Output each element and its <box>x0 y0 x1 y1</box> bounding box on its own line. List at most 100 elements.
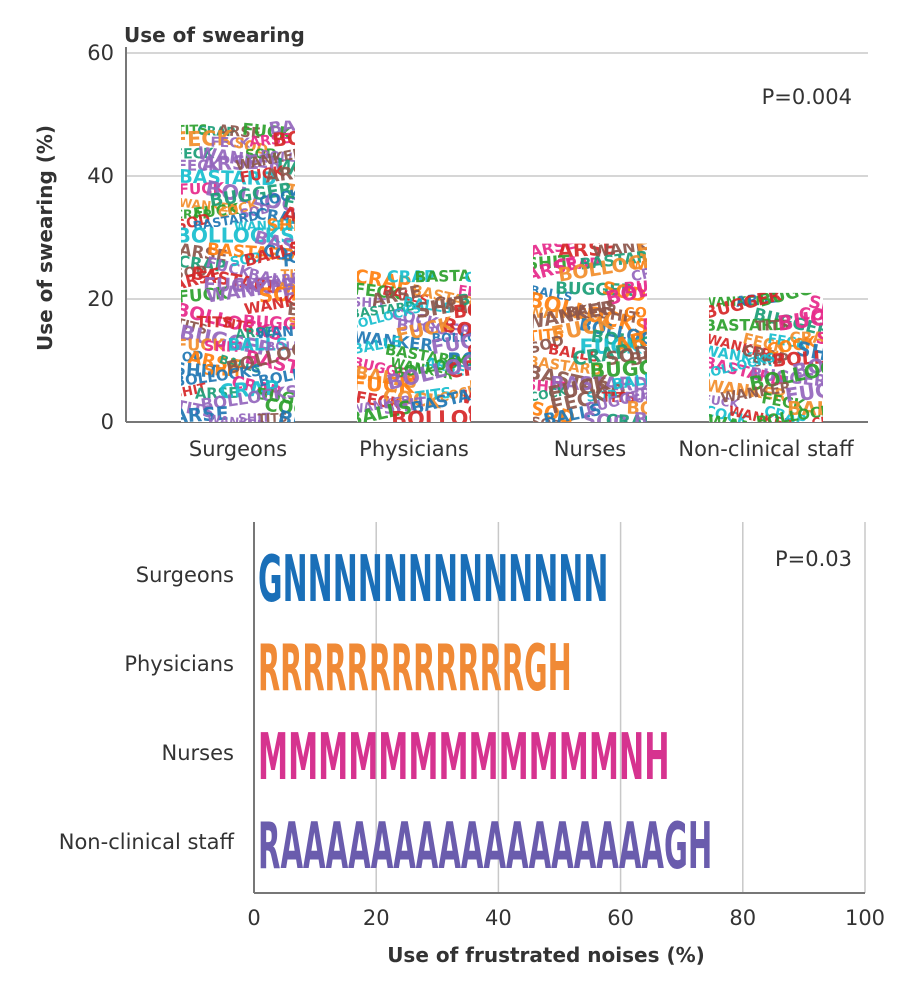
y-tick-label: Nurses <box>162 741 234 765</box>
bar-scribble-word: WANKER <box>460 386 552 422</box>
bar-scribble-word: FECK <box>282 249 332 271</box>
bar-scribble-word: SHIT <box>352 295 387 311</box>
bar-scribble-word: ARSE <box>249 131 292 151</box>
bar-scribble-word: FECK <box>210 135 251 152</box>
bar-scribble-word: FUCK <box>702 392 741 411</box>
bar-scribble-word: WANKER <box>528 306 599 323</box>
bar-scribble-word: BALLS <box>529 283 574 305</box>
x-tick-label: 20 <box>363 906 390 930</box>
bar-scribble-word: SOD <box>258 281 307 308</box>
bar-scribble-word: FUCK <box>203 275 261 298</box>
bar-nurses-noise: MMMMMMMMMMMMNH <box>258 721 670 795</box>
y-tick-label: 20 <box>87 287 114 311</box>
bar-scribble-word: COCK <box>798 304 851 327</box>
x-tick-label: Non-clinical staff <box>678 437 854 461</box>
bar-scribble-word: TITS <box>601 390 635 407</box>
bar-scribble-word: BASTARD <box>286 300 380 330</box>
bar-scribble-word: FUCK <box>624 390 668 408</box>
bar-scribble-fill: TITSCRAPARSEFUCKBALLSFECKFECKSODARSEBOLL… <box>172 110 380 449</box>
y-tick-label: 40 <box>87 164 114 188</box>
bar-scribble-word: SOD <box>229 250 263 270</box>
x-tick-label: Physicians <box>359 437 469 461</box>
bar-scribble-word: SHIT <box>598 304 641 328</box>
bar-scribble-word: SHIT <box>266 215 311 236</box>
bar-scribble-word: FECK <box>173 146 215 163</box>
bar-scribble-word: SHIT <box>294 320 350 347</box>
x-tick-label: 40 <box>485 906 512 930</box>
bar-scribble-word: SHIT <box>526 251 571 274</box>
y-tick-label: 60 <box>87 41 114 65</box>
bar-scribble-word: ARSE <box>557 236 617 262</box>
bar-scribble-word: TITS <box>221 316 255 336</box>
bar-scribble-word: ARSE <box>277 280 315 298</box>
bar-scribble-word: SHIT <box>238 411 271 426</box>
bar-scribble-word: FECK <box>177 157 220 175</box>
bar-background <box>709 292 823 422</box>
bar-scribble-word: TITS <box>285 180 327 205</box>
bar-scribble-word: BOLLOCKS <box>447 348 559 371</box>
bar-scribble-word: CRAP <box>218 375 280 403</box>
bar-scribble-word: FECK <box>173 126 234 152</box>
bar-scribble-word: TITS <box>257 411 287 426</box>
bar-scribble-word: CRAP <box>789 329 835 347</box>
p-value-annotation: P=0.004 <box>762 85 852 109</box>
bar-scribble-word: BUGGER <box>634 409 720 430</box>
bar-scribble-word: ARSE <box>735 290 779 311</box>
bar-scribble-word: TITS <box>755 318 790 335</box>
bar-scribble-word: BASTARD <box>178 167 276 191</box>
bar-scribble-word: FECK <box>634 228 696 262</box>
bar-scribble-word: COCK <box>467 402 513 423</box>
bar-scribble-word: BALLS <box>565 298 618 322</box>
bar-scribble-word: SOD <box>581 408 629 435</box>
bar-scribble-word: CRAP <box>174 206 212 221</box>
bar-scribble-word: SOD <box>586 388 619 406</box>
bar-scribble-word: BALLS <box>227 335 288 355</box>
bar-scribble-word: CRAP <box>822 391 863 407</box>
bar-physicians-noise: RRRRRRRRRRRRGH <box>258 632 572 706</box>
bar-surgeons: TITSCRAPARSEFUCKBALLSFECKFECKSODARSEBOLL… <box>172 110 380 449</box>
bar-physicians: CRAPCRAPBASTARDCRAPFECKBALLSBASTARDFECKS… <box>351 266 559 432</box>
bar-non-clinical-staff-noise: RAAAAAAAAAAAAAAAAAGH <box>258 810 712 884</box>
bar-surgeons-noise: GNNNNNNNNNNNNN <box>258 543 608 617</box>
bar-scribble-word: BUGGER <box>242 311 321 335</box>
bar-scribble-word: BOLLOCKS <box>176 224 295 248</box>
x-tick-label: Surgeons <box>189 437 287 461</box>
bar-background <box>533 243 647 422</box>
y-tick-label: Surgeons <box>136 563 234 587</box>
bar-scribble-word: BOLLOCKS <box>391 406 515 432</box>
bar-scribble-word: ARSE <box>173 404 229 428</box>
bar-scribble-word: SHIT <box>288 313 323 330</box>
bar-scribble-word: SOD <box>173 263 208 282</box>
bar-scribble-word: SHIT <box>752 351 786 370</box>
bar-scribble-word: BASTARD <box>704 315 786 335</box>
bar-scribble-word: BOLLOCKS <box>626 399 731 422</box>
bar-scribble-word: CRAP <box>555 254 601 273</box>
y-axis-title: Use of swearing (%) <box>33 125 57 351</box>
bar-scribble-word: ARSE <box>201 151 259 176</box>
bar-scribble-word: TITS <box>196 313 233 332</box>
bar-scribble-word: BALLS <box>268 110 331 140</box>
bar-scribble-word: ARSE <box>235 325 274 343</box>
bar-scribble-word: SHIT <box>525 376 566 397</box>
bar-scribble-word: WANKER <box>631 259 691 274</box>
bar-scribble-word: BUGGER <box>276 406 367 449</box>
bar-scribble-word: TITS <box>414 383 453 406</box>
x-tick-label: 100 <box>845 906 885 930</box>
bar-scribble-word: WANKER <box>256 321 327 342</box>
bar-scribble-word: CRAP <box>387 267 436 286</box>
bar-scribble-word: BASTARD <box>414 266 495 286</box>
bar-scribble-word: SOD <box>172 349 205 367</box>
bar-scribble-fill: ARSEARSEWANKERFECKSHITCRAPBASTARDWANKERA… <box>525 228 731 435</box>
bar-scribble-word: FUCK <box>177 283 230 307</box>
x-tick-label: Nurses <box>554 437 626 461</box>
bar-scribble-word: ARSE <box>217 122 261 142</box>
bar-background <box>357 268 471 422</box>
bar-scribble-word: ARSE <box>195 385 239 403</box>
bar-scribble-word: SOD <box>245 147 277 163</box>
bar-scribble-word: SOD <box>530 415 563 434</box>
bar-scribble-word: FUCK <box>351 371 416 398</box>
x-tick-label: 0 <box>247 906 260 930</box>
bar-scribble-fill: CRAPCRAPBASTARDCRAPFECKBALLSBASTARDFECKS… <box>351 266 559 432</box>
bar-scribble-word: CRAP <box>197 123 236 140</box>
bar-scribble-word: FECK <box>642 314 688 334</box>
